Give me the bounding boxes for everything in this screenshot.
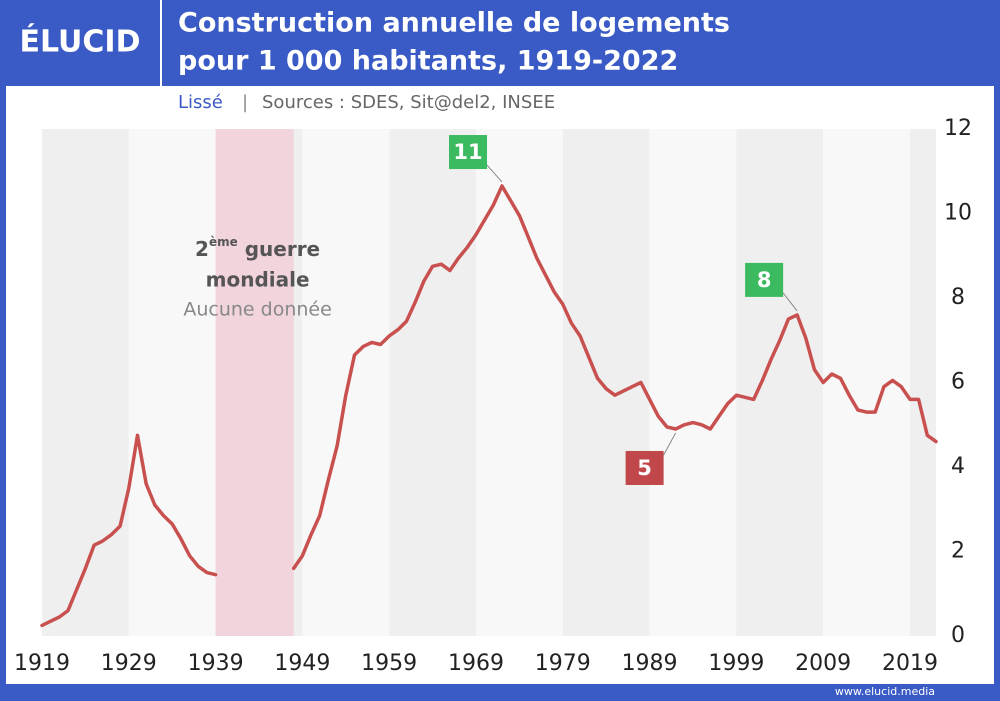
x-tick-label: 1999 [708,651,764,676]
annotation-label: 5 [637,456,652,480]
stripe [302,129,390,636]
region-label-part: 2 [195,237,209,261]
region-label-part: guerre [238,237,320,261]
stripe [736,129,824,636]
x-tick-label: 1959 [361,651,417,676]
stripe [42,129,129,636]
region-note: Aucune donnée [183,299,331,321]
x-tick-label: 1989 [622,651,678,676]
y-tick-label: 0 [951,623,965,648]
y-tick-label: 8 [951,285,965,310]
separator: | [242,92,248,113]
region-label: mondiale [206,268,310,292]
region-label-sup: ème [209,235,238,249]
stripe [475,129,563,636]
x-tick-label: 1979 [535,651,591,676]
y-tick-label: 6 [951,370,965,395]
annotation-box [745,262,784,297]
x-tick-label: 2019 [882,651,938,676]
y-tick-label: 10 [944,201,972,226]
leader-line [663,432,677,456]
y-tick-label: 2 [951,539,965,564]
line [40,184,938,628]
annotation-box [625,450,664,485]
x-tick-label: 2009 [795,651,851,676]
leader-line [782,292,798,312]
brand: ÉLUCID [20,24,141,60]
stripe [128,129,216,636]
shaded-region [215,129,294,636]
y-tick-label: 12 [944,116,972,141]
x-tick-label: 1969 [448,651,504,676]
leader-line [486,164,503,183]
annotation-label: 8 [757,268,772,292]
stripe [909,129,936,636]
title-line: pour 1 000 habitants, 1919-2022 [178,46,678,77]
annotation-label: 11 [453,140,482,164]
footer: www.elucid.media [835,685,935,698]
y-tick-label: 4 [951,454,965,479]
region-label: 2ème guerre [195,235,320,261]
source: Sources : SDES, Sit@del2, INSEE [262,92,555,113]
title-line: Construction annuelle de logements [178,8,730,39]
x-tick-label: 1929 [101,651,157,676]
x-tick-label: 1939 [188,651,244,676]
x-tick-label: 1919 [14,651,70,676]
stripe [389,129,476,636]
subtitle: Lissé [178,92,223,113]
stripe [562,129,650,636]
x-tick-label: 1949 [274,651,330,676]
annotation-box [449,135,488,170]
stripe [649,129,737,636]
